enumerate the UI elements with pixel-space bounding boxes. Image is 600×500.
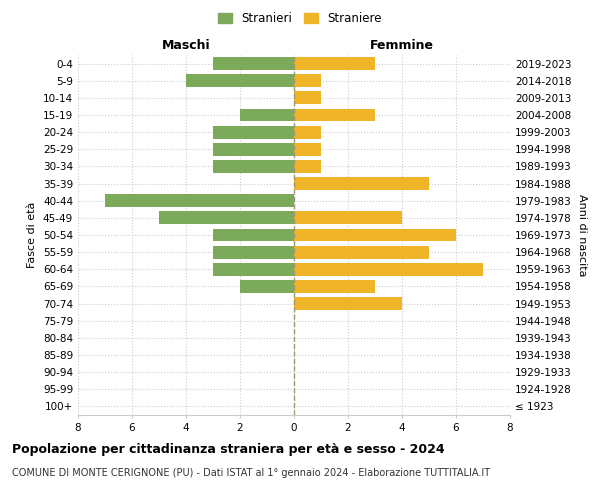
Bar — [240, 108, 294, 122]
Bar — [294, 212, 402, 224]
Bar — [186, 74, 294, 87]
Bar — [294, 108, 375, 122]
Bar — [159, 212, 294, 224]
Bar — [213, 57, 294, 70]
Bar — [294, 126, 321, 138]
Text: Maschi: Maschi — [161, 38, 211, 52]
Bar — [294, 74, 321, 87]
Bar — [213, 126, 294, 138]
Bar — [294, 160, 321, 173]
Bar — [105, 194, 294, 207]
Bar — [240, 280, 294, 293]
Text: Popolazione per cittadinanza straniera per età e sesso - 2024: Popolazione per cittadinanza straniera p… — [12, 442, 445, 456]
Bar — [213, 143, 294, 156]
Bar — [213, 263, 294, 276]
Bar — [213, 228, 294, 241]
Text: Femmine: Femmine — [370, 38, 434, 52]
Bar — [294, 297, 402, 310]
Bar — [294, 280, 375, 293]
Y-axis label: Anni di nascita: Anni di nascita — [577, 194, 587, 276]
Bar — [294, 246, 429, 258]
Legend: Stranieri, Straniere: Stranieri, Straniere — [214, 8, 386, 28]
Bar — [294, 263, 483, 276]
Bar — [294, 57, 375, 70]
Bar — [213, 246, 294, 258]
Y-axis label: Fasce di età: Fasce di età — [28, 202, 37, 268]
Bar — [294, 143, 321, 156]
Bar — [294, 177, 429, 190]
Bar — [213, 160, 294, 173]
Bar — [294, 92, 321, 104]
Bar — [294, 228, 456, 241]
Text: COMUNE DI MONTE CERIGNONE (PU) - Dati ISTAT al 1° gennaio 2024 - Elaborazione TU: COMUNE DI MONTE CERIGNONE (PU) - Dati IS… — [12, 468, 490, 477]
